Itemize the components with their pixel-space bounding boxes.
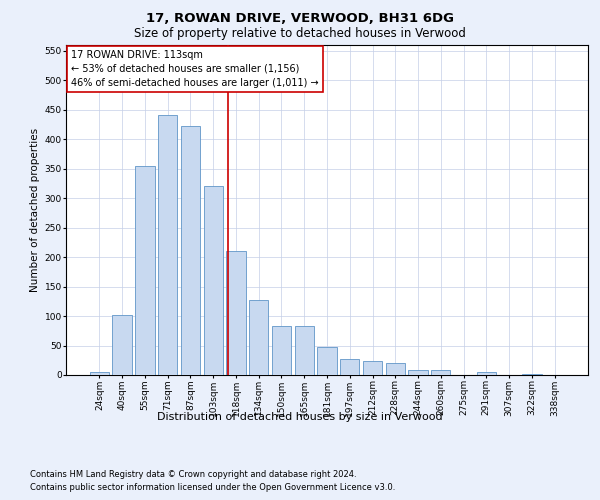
Bar	[386, 363, 405, 375]
Bar	[272, 326, 291, 375]
Text: Contains HM Land Registry data © Crown copyright and database right 2024.: Contains HM Land Registry data © Crown c…	[30, 470, 356, 479]
Bar	[431, 370, 451, 375]
Bar	[317, 346, 337, 375]
Bar	[203, 186, 223, 375]
Text: 17 ROWAN DRIVE: 113sqm
← 53% of detached houses are smaller (1,156)
46% of semi-: 17 ROWAN DRIVE: 113sqm ← 53% of detached…	[71, 50, 319, 88]
Bar	[158, 114, 178, 375]
Bar	[295, 326, 314, 375]
Bar	[90, 372, 109, 375]
Bar	[476, 372, 496, 375]
Text: 17, ROWAN DRIVE, VERWOOD, BH31 6DG: 17, ROWAN DRIVE, VERWOOD, BH31 6DG	[146, 12, 454, 26]
Bar	[522, 374, 542, 375]
Y-axis label: Number of detached properties: Number of detached properties	[31, 128, 40, 292]
Bar	[340, 358, 359, 375]
Bar	[363, 361, 382, 375]
Text: Contains public sector information licensed under the Open Government Licence v3: Contains public sector information licen…	[30, 482, 395, 492]
Bar	[249, 300, 268, 375]
Bar	[226, 251, 245, 375]
Text: Distribution of detached houses by size in Verwood: Distribution of detached houses by size …	[157, 412, 443, 422]
Bar	[112, 315, 132, 375]
Bar	[181, 126, 200, 375]
Bar	[135, 166, 155, 375]
Bar	[409, 370, 428, 375]
Text: Size of property relative to detached houses in Verwood: Size of property relative to detached ho…	[134, 28, 466, 40]
